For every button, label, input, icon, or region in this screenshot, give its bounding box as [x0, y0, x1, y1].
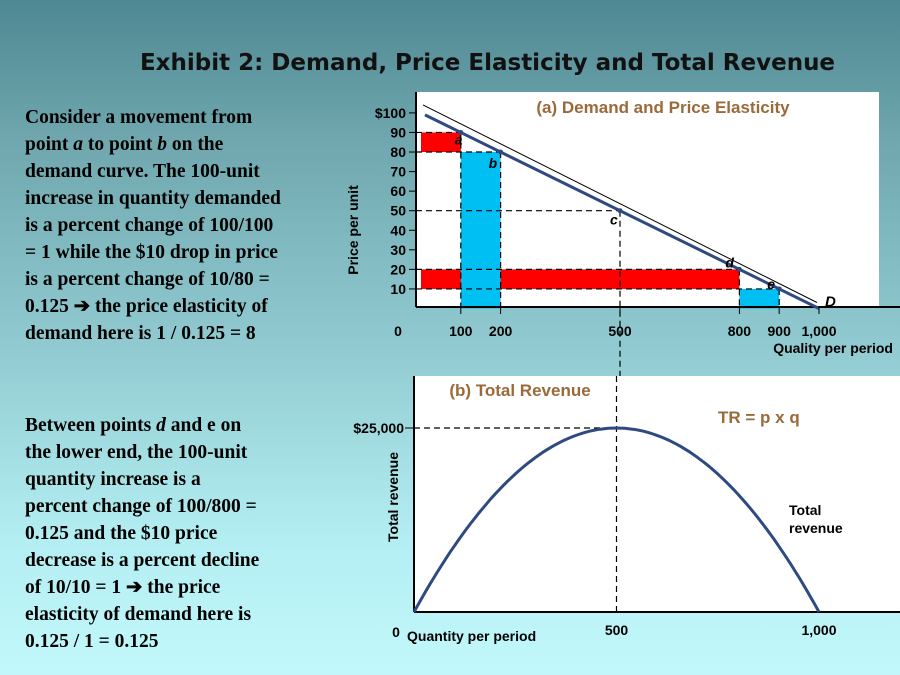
explanation-points-a-b: Consider a movement from point a to point…	[25, 104, 281, 347]
text-segment: = 1 while the $10 drop in price	[25, 242, 278, 263]
text-segment: demand here is 1 / 0.125 = 8	[25, 323, 256, 344]
text-segment: Consider a movement from	[25, 107, 253, 128]
point-c	[617, 208, 623, 214]
text-segment: the lower end, the 100-unit	[25, 442, 248, 463]
text-line: of 10/10 = 1 ➔ the price	[25, 574, 259, 601]
point-label: b	[489, 155, 498, 171]
y-axis-label-a: Price per unit	[345, 185, 361, 275]
text-segment: on the	[166, 134, 224, 155]
chart-b-title: (b) Total Revenue	[449, 381, 590, 400]
text-line: Between points d and e on	[25, 412, 259, 439]
y-tick-label: 60	[390, 183, 406, 199]
text-segment: Between points	[25, 415, 157, 436]
text-line: 0.125 and the $10 price	[25, 520, 259, 547]
y-tick-label: 50	[390, 203, 406, 219]
text-line: the lower end, the 100-unit	[25, 439, 259, 466]
text-line: Consider a movement from	[25, 104, 281, 131]
text-segment: 0.125 and the $10 price	[25, 523, 218, 544]
text-line: increase in quantity demanded	[25, 185, 281, 212]
total-revenue-curve	[412, 426, 821, 613]
x-tick-label: 500	[608, 323, 632, 339]
y-tick-label: 20	[390, 261, 406, 277]
shaded-area	[421, 132, 461, 153]
point-a	[458, 129, 464, 135]
text-line: 0.125 / 1 = 0.125	[25, 628, 259, 655]
chart-a-title: (a) Demand and Price Elasticity	[536, 98, 790, 117]
text-segment: of 10/10 = 1 ➔ the price	[25, 577, 221, 598]
tr-formula: TR = p x q	[718, 408, 800, 427]
x-tick-label: 100	[449, 323, 473, 339]
text-line: demand here is 1 / 0.125 = 8	[25, 320, 281, 347]
text-segment: and e on	[165, 415, 242, 436]
point-label: c	[610, 212, 618, 228]
point-label: e	[767, 276, 775, 292]
y-tick-label: $25,000	[353, 420, 404, 436]
text-segment: quantity increase is a	[25, 469, 201, 490]
y-axis-label-b: Total revenue	[385, 452, 401, 542]
x-tick-label: 0	[394, 323, 402, 339]
text-segment: decrease is a percent decline	[25, 550, 260, 571]
y-tick-label: 90	[390, 124, 406, 140]
text-segment: is a percent change of 10/80 =	[25, 269, 270, 290]
text-line: is a percent change of 100/100	[25, 212, 281, 239]
text-segment: demand curve. The 100-unit	[25, 161, 260, 182]
curve-label: Total	[789, 502, 821, 518]
point-b	[498, 149, 504, 155]
text-line: elasticity of demand here is	[25, 601, 259, 628]
shaded-area	[739, 288, 780, 309]
point-d	[736, 266, 742, 272]
x-tick-label: 900	[768, 323, 792, 339]
y-tick-label: 30	[390, 242, 406, 258]
point-e	[776, 286, 782, 292]
text-segment: point	[25, 134, 74, 155]
y-tick-label: $100	[375, 105, 406, 121]
text-segment: b	[157, 134, 167, 155]
text-line: quantity increase is a	[25, 466, 259, 493]
explanation-points-d-e: Between points d and e on the lower end, …	[25, 412, 259, 655]
text-line: point a to point b on the	[25, 131, 281, 158]
text-segment: 0.125 ➔ the price elasticity of	[25, 296, 268, 317]
curve-label: revenue	[789, 520, 843, 536]
point-label: a	[455, 131, 463, 147]
text-segment: increase in quantity demanded	[25, 188, 281, 209]
x-tick-label: 1,000	[801, 323, 836, 339]
text-line: is a percent change of 10/80 =	[25, 266, 281, 293]
point-label: d	[725, 254, 734, 270]
x-tick-label: 500	[605, 622, 629, 638]
text-segment: d	[156, 415, 166, 436]
y-tick-label: 80	[390, 144, 406, 160]
x-tick-label: 0	[392, 624, 400, 640]
text-segment: 0.125 / 1 = 0.125	[25, 631, 159, 652]
text-line: decrease is a percent decline	[25, 547, 259, 574]
text-segment: is a percent change of 100/100	[25, 215, 274, 236]
x-axis-label-a: Quality per period	[773, 340, 893, 356]
slide-title: Exhibit 2: Demand, Price Elasticity and …	[139, 50, 836, 76]
text-line: 0.125 ➔ the price elasticity of	[25, 293, 281, 320]
y-tick-label: 40	[390, 222, 406, 238]
text-segment: percent change of 100/800 =	[25, 496, 257, 517]
x-tick-label: 1,000	[801, 622, 836, 638]
text-segment: a	[73, 134, 83, 155]
text-line: = 1 while the $10 drop in price	[25, 239, 281, 266]
y-tick-label: 10	[390, 281, 406, 297]
text-line: demand curve. The 100-unit	[25, 158, 281, 185]
text-line: percent change of 100/800 =	[25, 493, 259, 520]
y-tick-label: 70	[390, 164, 406, 180]
x-tick-label: 800	[728, 323, 752, 339]
elasticity-bracket	[422, 104, 818, 303]
shaded-area	[460, 152, 501, 309]
x-axis-label-b: Quantity per period	[407, 628, 536, 644]
x-tick-label: 200	[489, 323, 513, 339]
demand-label: D	[825, 294, 836, 311]
plot-b-background	[414, 376, 900, 612]
text-segment: elasticity of demand here is	[25, 604, 252, 625]
text-segment: to point	[82, 134, 158, 155]
